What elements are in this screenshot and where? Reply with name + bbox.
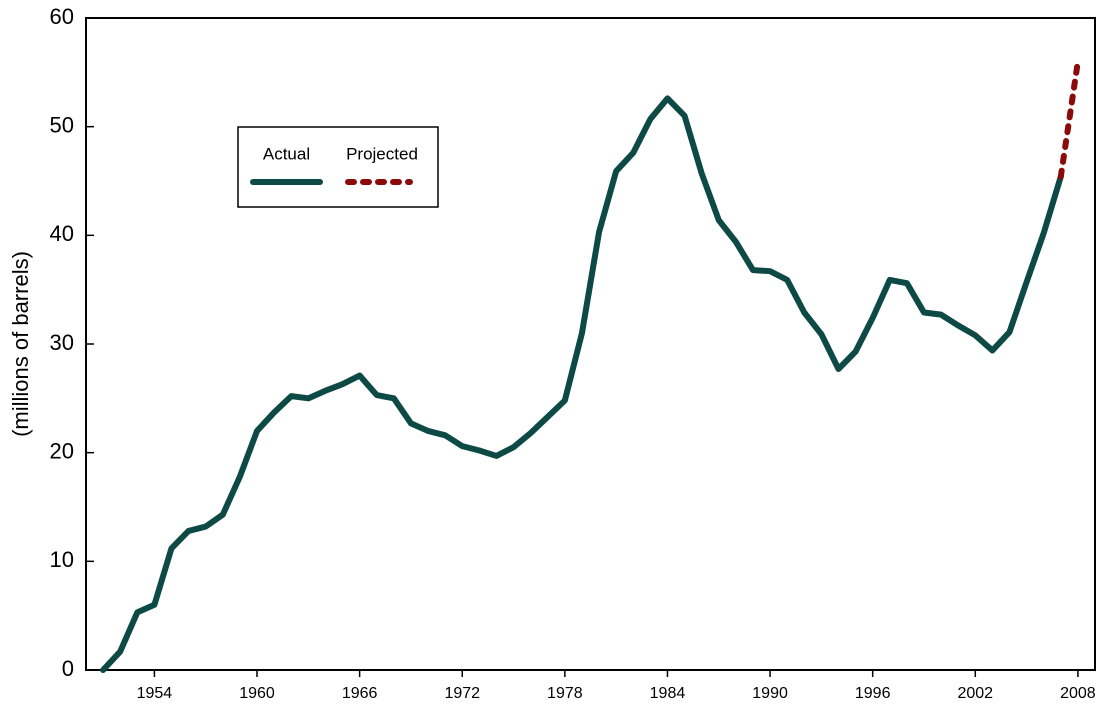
x-tick-label: 1990 — [752, 685, 788, 702]
y-tick-label: 40 — [50, 221, 74, 246]
x-tick-label: 1972 — [444, 685, 480, 702]
x-tick-label: 1984 — [650, 685, 686, 702]
x-tick-label: 1966 — [342, 685, 378, 702]
x-tick-label: 2008 — [1060, 685, 1096, 702]
y-axis-label: (millions of barrels) — [8, 251, 33, 437]
legend-label: Projected — [346, 144, 418, 163]
y-tick-label: 20 — [50, 438, 74, 463]
y-tick-label: 0 — [62, 656, 74, 681]
x-tick-label: 1996 — [855, 685, 891, 702]
x-tick-label: 1978 — [547, 685, 583, 702]
legend-label: Actual — [263, 144, 310, 163]
plot-frame — [85, 17, 1096, 671]
legend-box — [237, 126, 439, 208]
x-tick-label: 1954 — [137, 685, 173, 702]
y-tick-label: 10 — [50, 547, 74, 572]
x-tick-label: 1960 — [239, 685, 275, 702]
y-tick-label: 60 — [50, 4, 74, 29]
y-tick-label: 50 — [50, 112, 74, 137]
x-tick-label: 2002 — [957, 685, 993, 702]
series-line — [100, 95, 1064, 673]
y-tick-label: 30 — [50, 330, 74, 355]
series-line — [1057, 58, 1081, 180]
